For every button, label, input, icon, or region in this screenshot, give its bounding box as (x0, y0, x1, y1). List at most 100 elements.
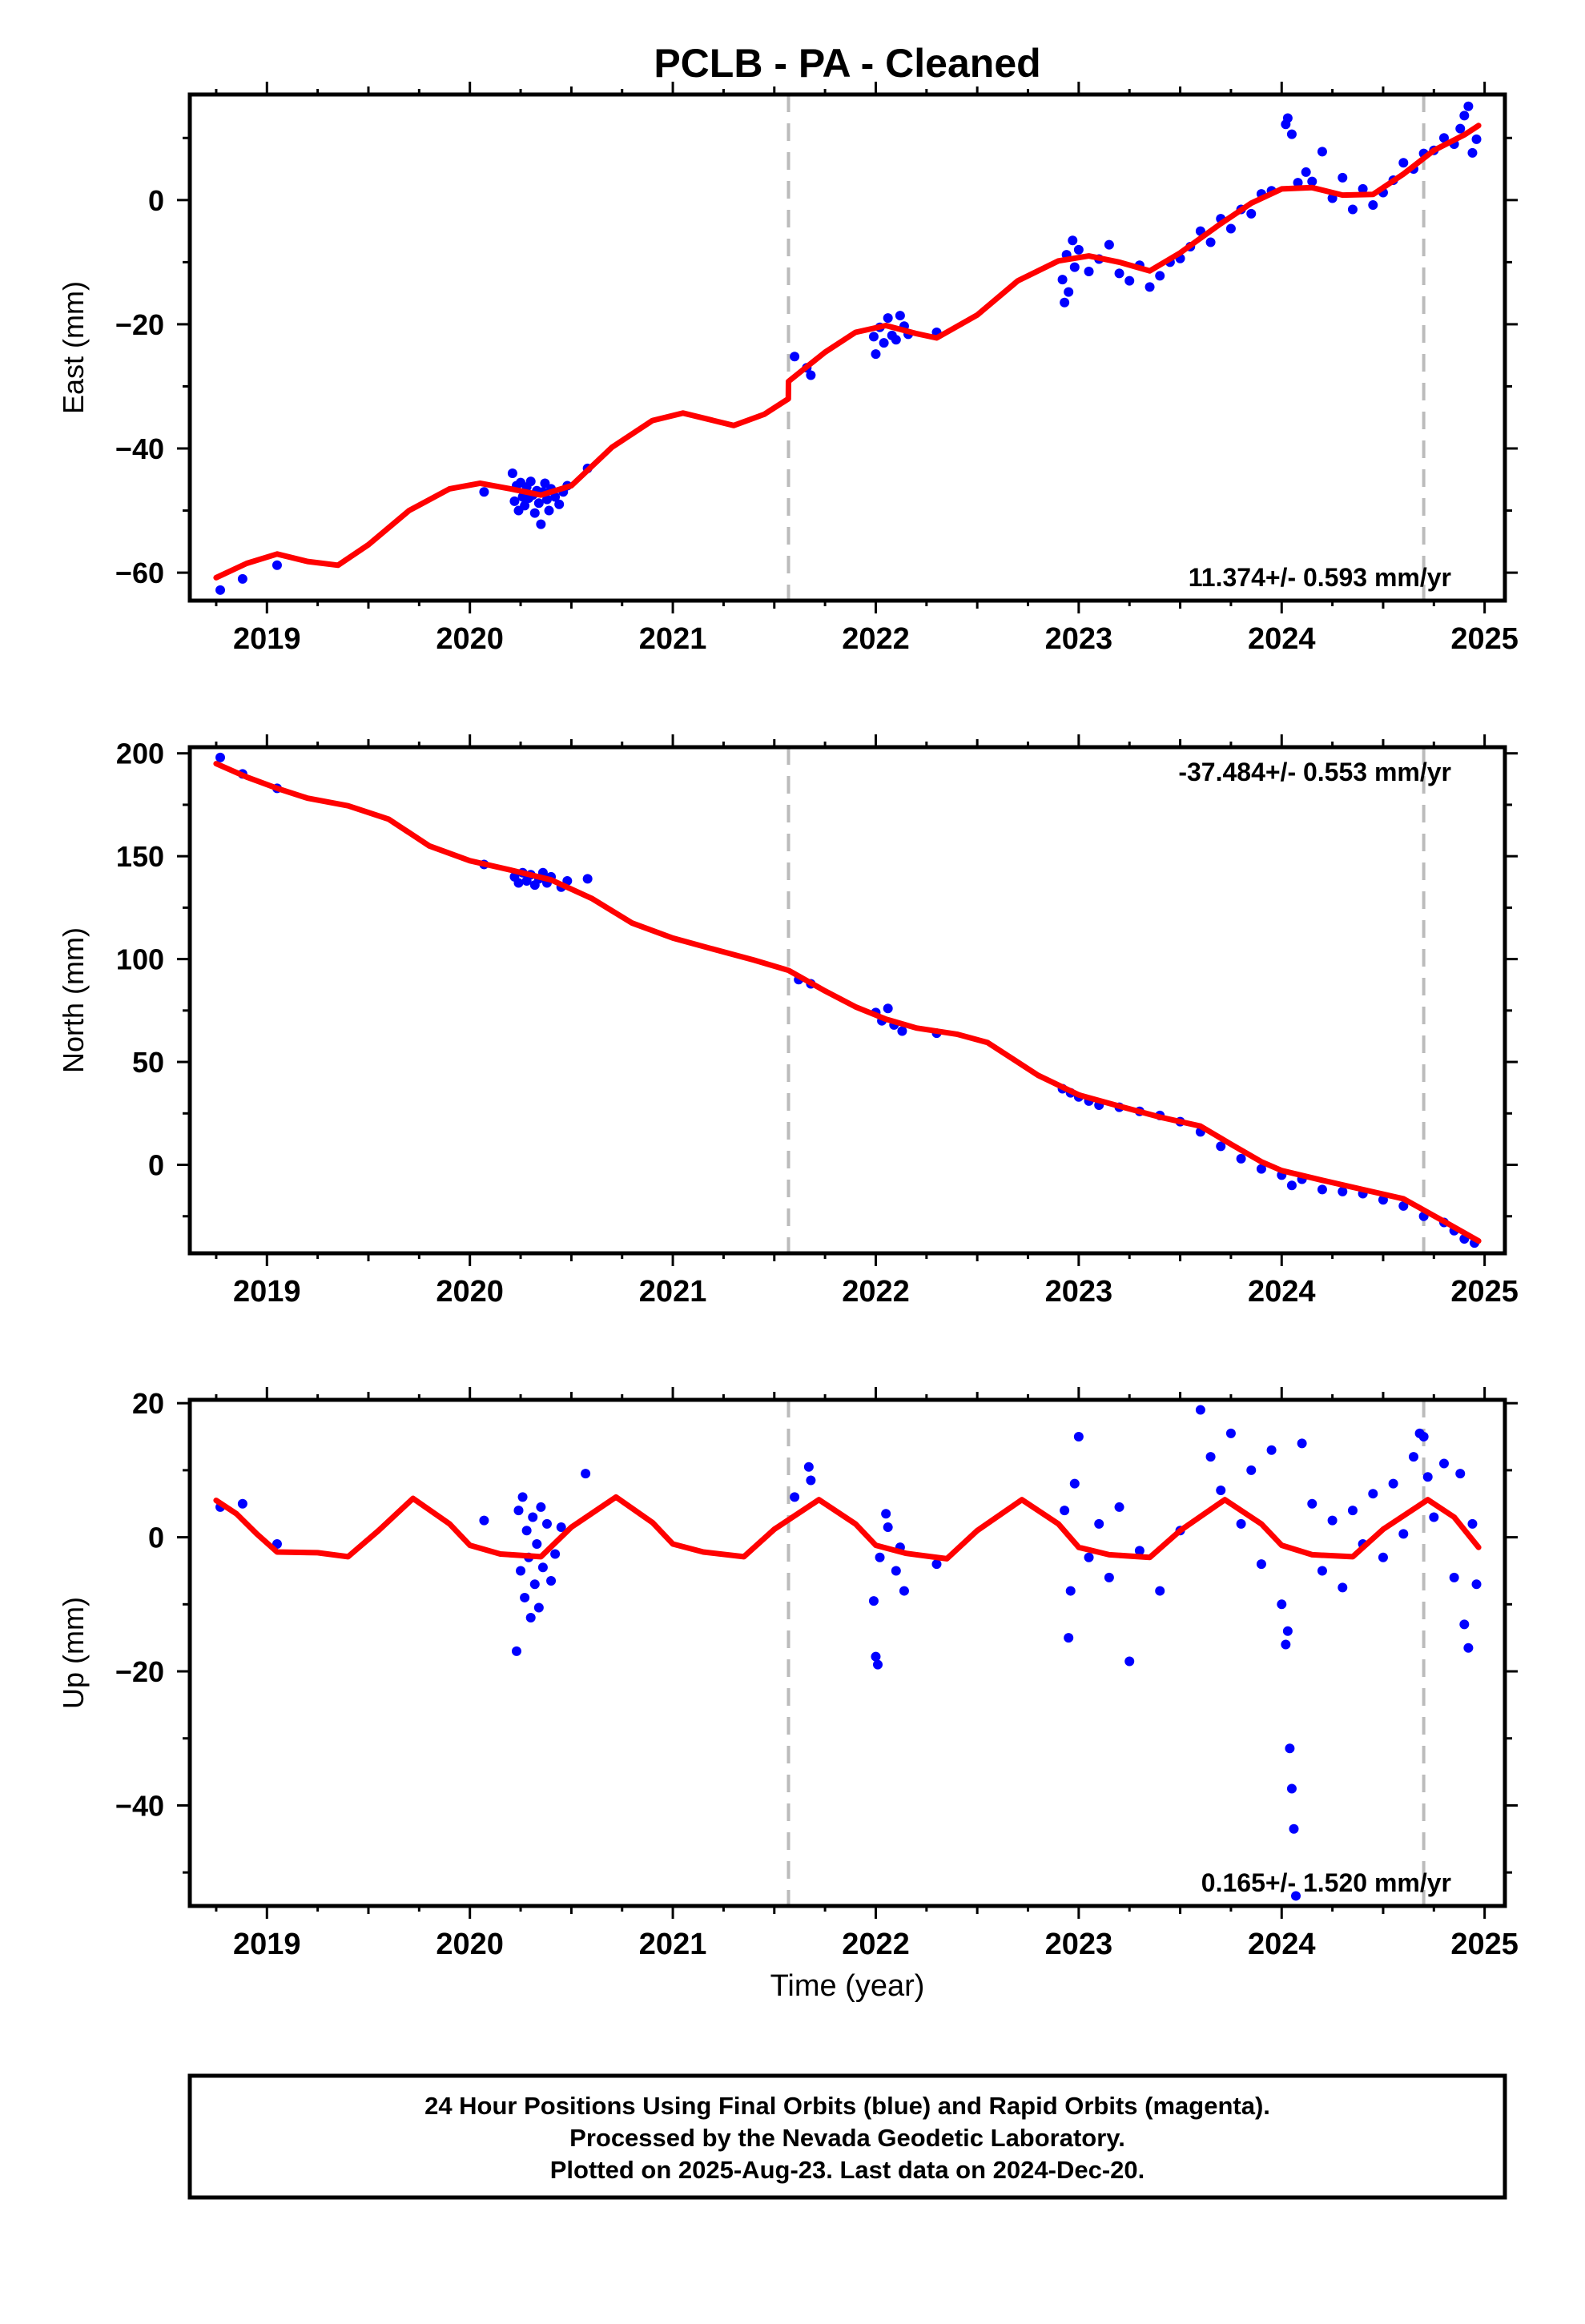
data-point (1134, 1546, 1144, 1556)
data-point (1317, 1184, 1327, 1195)
x-tick-label: 2021 (639, 1928, 707, 1961)
data-point (1459, 111, 1470, 121)
x-tick-label: 2019 (233, 622, 301, 656)
data-point (931, 1559, 942, 1570)
data-point (1297, 1438, 1307, 1449)
data-point (1429, 1512, 1439, 1522)
data-point (1459, 1619, 1470, 1630)
north-rate-label: -37.484+/- 0.553 mm/yr (1178, 758, 1451, 786)
data-point (525, 476, 536, 487)
data-point (1256, 1164, 1266, 1174)
data-point (1301, 167, 1311, 177)
data-point (1104, 239, 1114, 250)
data-point (541, 1518, 552, 1529)
model-fit-line (213, 761, 1482, 1244)
x-tick-label: 2024 (1248, 622, 1316, 656)
data-point (1291, 1891, 1301, 1901)
data-point (1418, 1432, 1429, 1442)
x-tick-label: 2025 (1450, 1275, 1519, 1309)
data-point (479, 1515, 489, 1526)
data-point (528, 1512, 538, 1522)
data-point (1069, 1478, 1080, 1489)
x-tick-label: 2024 (1248, 1275, 1316, 1309)
data-point (1195, 1405, 1205, 1415)
footer-line-1: 24 Hour Positions Using Final Orbits (bl… (424, 2092, 1270, 2120)
x-tick-label: 2021 (639, 622, 707, 656)
data-point (509, 496, 520, 506)
data-point (582, 874, 593, 884)
data-point (1317, 1566, 1327, 1576)
footer-line-2: Processed by the Nevada Geodetic Laborat… (569, 2124, 1125, 2152)
footer-line-3: Plotted on 2025-Aug-23. Last data on 202… (550, 2156, 1145, 2184)
footer-box: 24 Hour Positions Using Final Orbits (bl… (187, 2073, 1507, 2200)
data-point (1216, 1141, 1226, 1152)
y-tick-label: 50 (132, 1046, 164, 1079)
data-point (1216, 1486, 1226, 1496)
data-point (525, 1613, 536, 1623)
data-point (1338, 172, 1348, 183)
data-point (1065, 1586, 1076, 1596)
data-point (511, 1646, 521, 1656)
data-point (1225, 1428, 1236, 1438)
data-point (1286, 1180, 1297, 1191)
data-point (1347, 1506, 1358, 1516)
y-tick-label: 20 (132, 1387, 164, 1420)
data-point (883, 1003, 893, 1014)
data-point (1073, 244, 1084, 255)
x-tick-label: 2020 (436, 1928, 504, 1961)
data-point (520, 501, 530, 511)
x-tick-label: 2022 (842, 622, 910, 656)
data-point (513, 878, 524, 888)
panel-frame (187, 745, 1507, 1256)
data-point (899, 1586, 909, 1596)
data-point (1236, 1153, 1246, 1164)
data-point (897, 1026, 907, 1036)
plot-area (213, 94, 1482, 601)
data-point (1467, 147, 1478, 158)
data-point (1124, 1656, 1135, 1667)
y-tick-label: 150 (116, 840, 164, 873)
data-point (1368, 1489, 1378, 1499)
data-point (1455, 1469, 1466, 1479)
x-tick-label: 2020 (436, 1275, 504, 1309)
plot-area (213, 1400, 1482, 1906)
x-tick-label: 2019 (233, 1928, 301, 1961)
data-point (1438, 1458, 1449, 1469)
up-axis-label: Up (mm) (57, 1597, 90, 1709)
data-point (1064, 287, 1074, 297)
data-point (1422, 1472, 1433, 1482)
data-point (1471, 1579, 1482, 1590)
data-point (1327, 1515, 1338, 1526)
x-tick-label: 2019 (233, 1275, 301, 1309)
y-tick-label: 100 (116, 943, 164, 976)
data-point (540, 478, 550, 489)
data-point (532, 1538, 542, 1549)
data-point (1338, 1186, 1348, 1196)
data-point (1068, 235, 1078, 246)
x-tick-label: 2022 (842, 1928, 910, 1961)
data-point (881, 1509, 891, 1519)
data-point (1144, 282, 1155, 292)
data-point (541, 494, 552, 505)
data-point (806, 370, 816, 380)
x-tick-label: 2023 (1045, 1928, 1113, 1961)
data-point (550, 492, 561, 502)
east-axis-label: East (mm) (57, 281, 90, 414)
data-point (536, 1502, 546, 1512)
data-point (891, 1566, 901, 1576)
x-tick-label: 2021 (639, 1275, 707, 1309)
data-point (1282, 113, 1293, 123)
data-point (1155, 1586, 1165, 1596)
data-point (1398, 1529, 1409, 1539)
y-tick-label: −60 (115, 557, 164, 589)
x-tick-label: 2024 (1248, 1928, 1316, 1961)
north-panel: 2019 2020 2021 2022 2023 2024 2025 0 50 100 150 200… (57, 734, 1519, 1309)
y-tick-label: −40 (115, 432, 164, 465)
data-point (533, 1602, 544, 1613)
data-point (1398, 1200, 1409, 1211)
x-tick-label: 2023 (1045, 622, 1113, 656)
data-point (520, 1592, 530, 1602)
data-point (1398, 158, 1409, 168)
data-point (1084, 1552, 1094, 1562)
